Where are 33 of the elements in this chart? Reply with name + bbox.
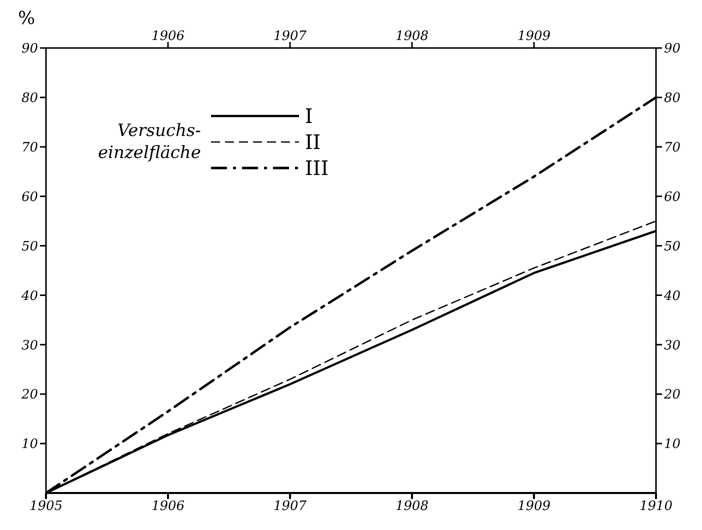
x-tick-label: 1905 (29, 499, 63, 514)
y2-tick-label: 60 (664, 190, 681, 205)
y2-tick-label: 20 (663, 388, 681, 403)
y2-tick-label: 90 (664, 42, 681, 57)
x-tick-label: 1910 (639, 499, 673, 514)
y-tick-label: 30 (21, 338, 38, 354)
x2-tick-label: 1908 (395, 29, 429, 44)
y-tick-label: 40 (20, 288, 38, 304)
y2-tick-label: 50 (664, 239, 681, 254)
y-tick-label: 70 (21, 140, 38, 156)
y2-tick-label: 10 (664, 437, 681, 452)
legend-label: I (304, 104, 313, 128)
y2-tick-label: 80 (664, 91, 681, 106)
y-axis-title: % (18, 8, 36, 29)
y2-tick-label: 40 (663, 288, 681, 304)
legend-label: II (304, 130, 321, 154)
y2-tick-label: 30 (664, 338, 681, 354)
y-tick-label: 10 (21, 437, 38, 452)
y-tick-label: 60 (21, 190, 38, 205)
y-tick-label: 80 (21, 91, 38, 106)
y-tick-label: 20 (20, 388, 38, 403)
x2-tick-label: 1907 (273, 29, 308, 44)
y-tick-label: 90 (21, 42, 38, 57)
x2-tick-label: 1909 (517, 29, 551, 44)
y-tick-label: 50 (21, 239, 38, 254)
x-tick-label: 1909 (517, 499, 551, 514)
y2-tick-label: 70 (664, 140, 681, 156)
x2-tick-label: 1906 (151, 29, 185, 44)
x-tick-label: 1908 (395, 499, 429, 514)
legend-label: III (304, 156, 329, 180)
legend-title: Versuchs- einzelfläche (98, 120, 201, 164)
x-tick-label: 1906 (151, 499, 185, 514)
x-tick-label: 1907 (273, 499, 308, 514)
